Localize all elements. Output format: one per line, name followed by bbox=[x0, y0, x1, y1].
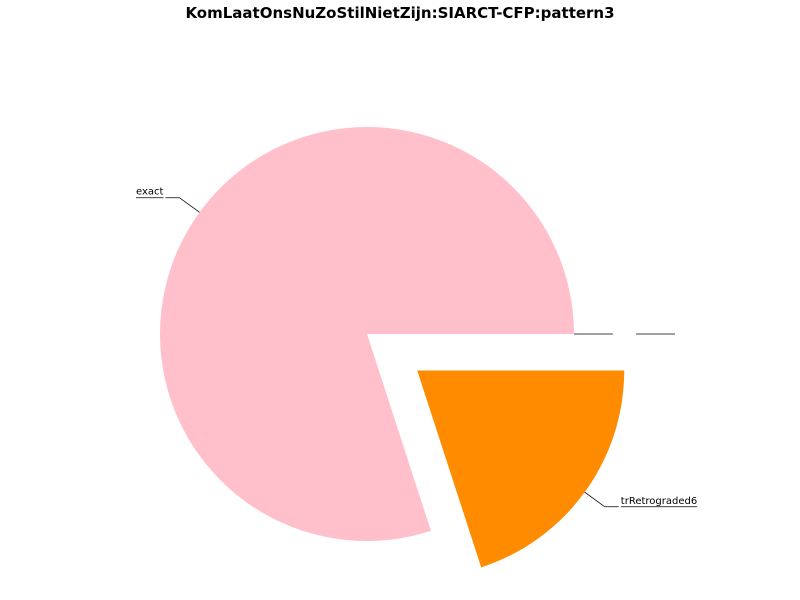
chart-title: KomLaatOnsNuZoStilNietZijn:SIARCT-CFP:pa… bbox=[185, 4, 615, 22]
pie-slices bbox=[160, 126, 625, 568]
slice-label-trretrograded6: trRetrograded6 bbox=[621, 496, 697, 507]
pie-slice-exact bbox=[160, 126, 574, 541]
pie-slice-trretrograded6 bbox=[417, 370, 625, 568]
leader-line-trretrograded6 bbox=[584, 491, 619, 508]
pie-labels: exact trRetrograded6 bbox=[135, 187, 698, 508]
leader-line-exact bbox=[165, 197, 200, 213]
slice-label-exact: exact bbox=[136, 187, 164, 198]
